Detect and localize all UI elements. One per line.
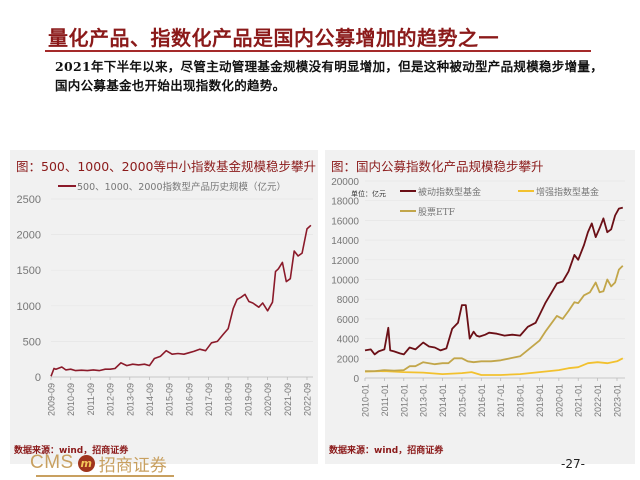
- y-tick-label: 2500: [17, 194, 41, 206]
- x-tick-label: 2023-01: [613, 384, 623, 417]
- x-tick-label: 2017-09: [204, 383, 214, 416]
- x-tick-label: 2011-01: [380, 384, 390, 416]
- x-tick-label: 2021-01: [574, 384, 584, 417]
- logo-text: CMS: [30, 452, 74, 473]
- y-tick-label: 0: [353, 374, 359, 385]
- legend-label: 股票ETF: [418, 207, 455, 218]
- x-tick-label: 2022-09: [303, 383, 313, 416]
- x-tick-label: 2010-09: [66, 383, 76, 416]
- x-tick-label: 2011-09: [86, 383, 96, 415]
- slide-title: 量化产品、指数化产品是国内公募增加的趋势之一: [48, 26, 499, 50]
- x-tick-label: 2016-01: [477, 384, 487, 417]
- right-chart-title: 图：国内公募指数化产品规模稳步攀升: [331, 159, 544, 174]
- y-tick-label: 2000: [337, 354, 360, 365]
- x-tick-label: 2014-09: [145, 383, 155, 416]
- x-tick-label: 2019-09: [243, 383, 253, 416]
- series-line: [364, 206, 624, 356]
- logo-chinese-name: 招商证券: [98, 455, 167, 476]
- x-tick-label: 2022-01: [593, 384, 603, 417]
- x-tick-label: 2016-09: [184, 383, 194, 416]
- x-tick-label: 2012-01: [399, 384, 409, 417]
- left-chart-title: 图：500、1000、2000等中小指数基金规模稳步攀升: [16, 159, 316, 174]
- x-tick-label: 2012-09: [106, 383, 116, 416]
- y-tick-label: 2000: [17, 230, 41, 242]
- logo-underline: [36, 475, 174, 477]
- page-number: -27-: [561, 457, 585, 471]
- x-tick-label: 2017-01: [496, 384, 506, 417]
- y-tick-label: 12000: [331, 256, 359, 267]
- x-tick-label: 2013-09: [125, 383, 135, 416]
- right-data-source: 数据来源：wind，招商证券: [329, 446, 444, 456]
- body-paragraph: 2021年下半年以来，尽管主动管理基金规模没有明显增加，但是这种被动型产品规模稳…: [55, 59, 603, 93]
- x-tick-label: 2015-09: [165, 383, 175, 416]
- series-line: [365, 265, 624, 373]
- y-tick-label: 8000: [337, 295, 360, 306]
- y-tick-label: 500: [23, 336, 41, 348]
- cms-logo: CMS m 招商证券: [30, 450, 167, 476]
- series-line: [364, 357, 624, 376]
- x-tick-label: 2018-09: [224, 383, 234, 416]
- unit-label: 单位：亿元: [351, 189, 386, 198]
- right-line-chart: 0 2000 4000 6000 8000 10000 12000 14000 16000 180…: [331, 177, 625, 417]
- x-tick-label: 2020-09: [263, 383, 273, 416]
- y-tick-label: 10000: [331, 276, 359, 287]
- x-tick-label: 2021-09: [283, 383, 293, 416]
- left-chart-panel: 图：500、1000、2000等中小指数基金规模稳步攀升 0 500 1000 150…: [10, 150, 318, 464]
- legend-label: 500、1000、2000指数型产品历史规模（亿元）: [77, 181, 286, 193]
- y-tick-label: 1500: [17, 265, 41, 277]
- y-tick-label: 6000: [337, 315, 360, 326]
- logo-mark-icon: m: [77, 454, 95, 472]
- y-tick-label: 16000: [331, 216, 359, 227]
- x-tick-label: 2020-01: [554, 384, 564, 417]
- x-tick-label: 2009-09: [47, 383, 57, 416]
- x-tick-label: 2018-01: [516, 384, 526, 417]
- left-line-chart: 0 500 1000 1500 2000 2500 2009-09 2010-09 2011-0…: [17, 181, 313, 416]
- series-line: [50, 224, 312, 377]
- y-tick-label: 20000: [331, 177, 359, 188]
- y-tick-label: 18000: [331, 197, 359, 208]
- y-tick-label: 1000: [17, 301, 41, 313]
- y-tick-label: 4000: [337, 335, 360, 346]
- legend-label: 被动指数型基金: [418, 186, 481, 198]
- title-divider: [45, 50, 591, 52]
- x-tick-label: 2013-01: [419, 384, 429, 417]
- y-tick-label: 14000: [331, 236, 359, 247]
- right-chart-panel: 图：国内公募指数化产品规模稳步攀升 0 2000 4000 6000 8000 10000…: [325, 150, 635, 464]
- y-tick-label: 0: [35, 372, 41, 384]
- x-tick-label: 2010-01: [361, 384, 371, 417]
- x-tick-label: 2015-01: [457, 384, 467, 417]
- x-tick-label: 2019-01: [535, 384, 545, 417]
- x-tick-label: 2014-01: [438, 384, 448, 417]
- left-data-source: 数据来源：wind，招商证券: [14, 446, 129, 456]
- legend-label: 增强指数型基金: [536, 186, 599, 198]
